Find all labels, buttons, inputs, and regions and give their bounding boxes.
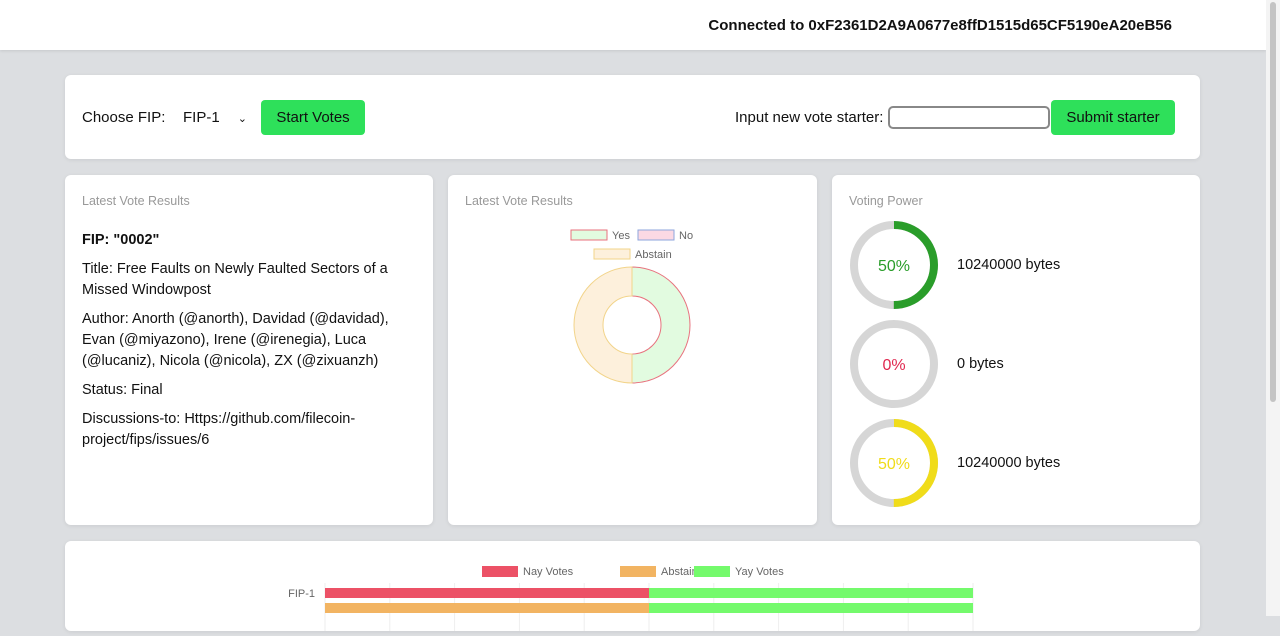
gauge-fill (850, 419, 938, 507)
choose-fip-label: Choose FIP: (82, 109, 166, 126)
legend-swatch-no (637, 229, 675, 241)
bar-yay (649, 588, 973, 598)
legend-swatch-abstain (593, 248, 631, 260)
legend-label-yes: Yes (612, 230, 630, 242)
gauge-percent: 50% (878, 456, 910, 473)
card-title: Latest Vote Results (82, 194, 190, 208)
legend-label-no: No (679, 230, 693, 242)
card-title: Voting Power (849, 194, 923, 208)
start-votes-button[interactable]: Start Votes (261, 100, 365, 135)
card-title: Latest Vote Results (465, 194, 573, 208)
legend-swatch (482, 566, 518, 577)
donut-slice-yes (631, 266, 691, 384)
top-bar: Connected to 0xF2361D2A9A0677e8ffD1515d6… (0, 0, 1266, 50)
scrollbar[interactable] (1266, 0, 1280, 616)
fip-status: Status: Final (82, 382, 163, 398)
donut-chart: Yes No Abstain (570, 229, 693, 384)
category-label: FIP-1 (288, 588, 315, 600)
legend-label-abstain: Abstain (635, 249, 672, 261)
legend-swatch (620, 566, 656, 577)
power-bytes: 10240000 bytes (957, 455, 1061, 471)
donut-slice-abstain (573, 266, 633, 384)
controls-card: Choose FIP: FIP-1 ⌄ Start Votes Input new… (65, 75, 1200, 159)
fip-select-value: FIP-1 (183, 109, 220, 126)
submit-starter-button[interactable]: Submit starter (1051, 100, 1175, 135)
bar-yay (649, 603, 973, 613)
connection-status: Connected to 0xF2361D2A9A0677e8ffD1515d6… (708, 17, 1172, 34)
power-bytes: 0 bytes (957, 356, 1004, 372)
gauge-track (850, 320, 938, 408)
power-bytes: 10240000 bytes (957, 257, 1061, 273)
legend-label: Yay Votes (735, 566, 784, 578)
power-gauge: 50% (849, 418, 939, 513)
bar-abstain (325, 603, 649, 613)
legend-swatch (694, 566, 730, 577)
voting-power-card: Voting Power 50% 10240000 bytes 0% 0 bytes 5… (832, 175, 1200, 525)
legend-swatch-yes (570, 229, 608, 241)
gauge-fill (850, 221, 938, 309)
legend-label: Nay Votes (523, 566, 574, 578)
fip-select[interactable]: FIP-1 ⌄ (183, 109, 247, 126)
vote-starter-input[interactable] (888, 106, 1050, 129)
fip-title: Title: Free Faults on Newly Faulted Sect… (82, 261, 388, 298)
gauge-percent: 50% (878, 258, 910, 275)
power-gauge: 50% (849, 220, 939, 315)
gauge-percent: 0% (882, 357, 905, 374)
power-gauge: 0% (849, 319, 939, 414)
fip-info-card: Latest Vote Results FIP: "0002" Title: F… (65, 175, 433, 525)
chevron-down-icon: ⌄ (237, 113, 247, 125)
vote-starter-label: Input new vote starter: (735, 109, 884, 126)
fip-author: Author: Anorth (@anorth), Davidad (@davi… (82, 311, 389, 369)
bar-nay (325, 588, 649, 598)
fip-number: FIP: "0002" (82, 232, 160, 248)
vote-results-card: Latest Vote Results Yes No Abstain (448, 175, 817, 525)
fip-discussions: Discussions-to: Https://github.com/filec… (82, 411, 356, 448)
